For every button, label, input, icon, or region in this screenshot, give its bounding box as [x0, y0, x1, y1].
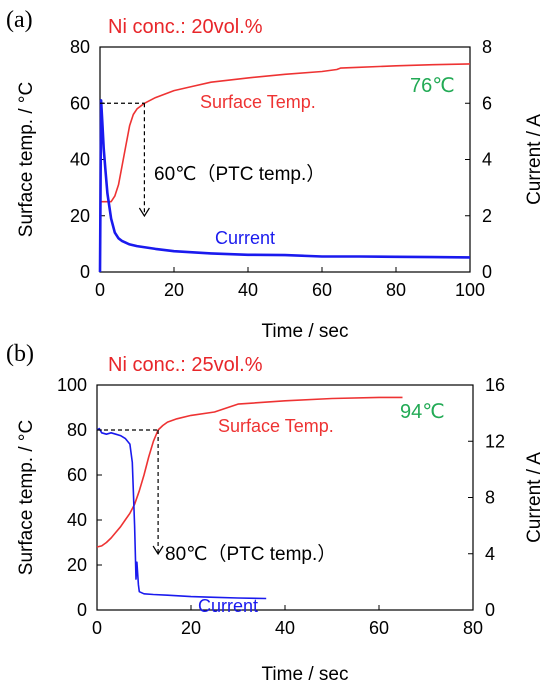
y-left-tick-label: 60 [70, 93, 90, 113]
surface-temp-label: Surface Temp. [218, 416, 334, 436]
y-right-tick-label: 4 [485, 544, 495, 564]
chart-title: Ni conc.: 25vol.% [108, 354, 263, 376]
ptc-arrow-head [138, 207, 150, 218]
x-tick-label: 40 [238, 280, 258, 300]
temperature-series-line [96, 396, 403, 548]
x-axis-label: Time / sec [262, 664, 349, 685]
y-left-axis-label: Surface temp. / °C [16, 82, 37, 237]
y-right-tick-label: 0 [485, 600, 495, 620]
y-right-tick-label: 8 [485, 488, 495, 508]
x-tick-label: 60 [312, 280, 332, 300]
y-right-tick-label: 2 [482, 206, 492, 226]
y-right-tick-label: 6 [482, 93, 492, 113]
y-left-tick-label: 60 [67, 465, 87, 485]
x-tick-label: 40 [275, 618, 295, 638]
y-left-tick-label: 0 [77, 600, 87, 620]
panel-label: (a) [6, 7, 33, 33]
current-series-line [98, 99, 471, 273]
y-right-tick-label: 4 [482, 150, 492, 170]
ptc-temp-label: 60℃（PTC temp.） [154, 163, 325, 185]
x-tick-label: 20 [181, 618, 201, 638]
y-left-tick-label: 100 [57, 375, 87, 395]
y-left-tick-label: 20 [67, 555, 87, 575]
y-right-tick-label: 12 [485, 431, 505, 451]
x-tick-label: 20 [164, 280, 184, 300]
y-right-axis-label: Current / A [524, 452, 545, 543]
panel-label: (b) [6, 341, 34, 367]
x-axis-label: Time / sec [262, 321, 349, 342]
y-right-axis-label: Current / A [524, 114, 545, 205]
ptc-temp-label: 80℃（PTC temp.） [165, 543, 336, 565]
surface-temp-label: Surface Temp. [200, 92, 316, 112]
current-label: Current [215, 228, 275, 248]
y-left-tick-label: 80 [70, 37, 90, 57]
x-tick-label: 100 [455, 280, 485, 300]
x-tick-label: 80 [463, 618, 483, 638]
x-tick-label: 80 [386, 280, 406, 300]
current-label: Current [198, 596, 258, 616]
y-left-tick-label: 20 [70, 206, 90, 226]
x-tick-label: 60 [369, 618, 389, 638]
temperature-series-line [100, 63, 471, 203]
endpoint-temp-label: 94℃ [400, 401, 445, 423]
y-left-tick-label: 40 [67, 510, 87, 530]
endpoint-temp-label: 76℃ [410, 75, 455, 97]
y-left-tick-label: 80 [67, 420, 87, 440]
current-series-line [96, 427, 267, 600]
y-left-tick-label: 40 [70, 150, 90, 170]
x-tick-label: 0 [92, 618, 102, 638]
y-right-tick-label: 8 [482, 37, 492, 57]
y-left-tick-label: 0 [80, 262, 90, 282]
x-tick-label: 0 [95, 280, 105, 300]
chart-title: Ni conc.: 20vol.% [108, 16, 263, 38]
ptc-arrow-head [152, 545, 164, 556]
y-right-tick-label: 0 [482, 262, 492, 282]
y-left-axis-label: Surface temp. / °C [16, 420, 37, 575]
y-right-tick-label: 16 [485, 375, 505, 395]
